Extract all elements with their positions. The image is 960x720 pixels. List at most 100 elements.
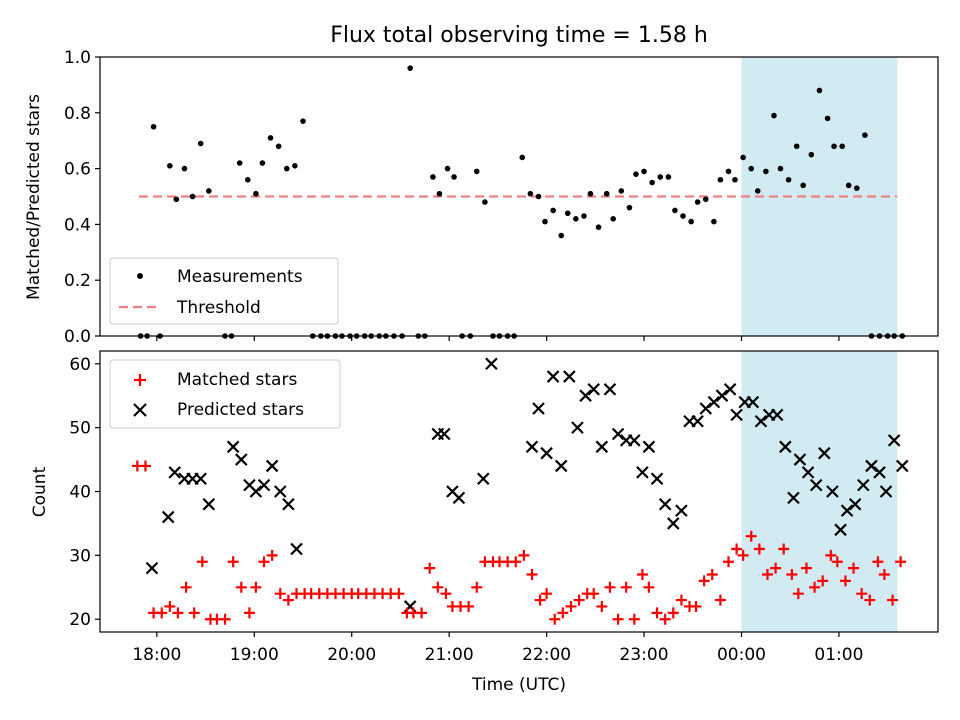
matched-star-point bbox=[258, 556, 270, 568]
top-x-ticks bbox=[156, 336, 840, 341]
y-tick-label: 0.4 bbox=[64, 215, 91, 235]
predicted-star-point bbox=[554, 459, 568, 473]
predicted-star-point bbox=[282, 497, 295, 511]
measurement-point bbox=[444, 165, 451, 172]
measurement-point bbox=[603, 190, 610, 197]
matched-star-point bbox=[549, 613, 561, 625]
predicted-star-point bbox=[770, 408, 784, 422]
measurement-point bbox=[150, 123, 157, 130]
measurement-point bbox=[167, 163, 173, 169]
measurement-point bbox=[181, 165, 188, 172]
measurement-point bbox=[550, 207, 556, 214]
matched-star-point bbox=[895, 556, 907, 568]
predicted-star-point bbox=[235, 453, 248, 466]
matched-star-point bbox=[424, 562, 436, 574]
predicted-star-point bbox=[161, 510, 175, 524]
measurement-point bbox=[189, 193, 196, 200]
matched-star-point bbox=[698, 575, 710, 587]
matched-star-point bbox=[690, 600, 702, 612]
matched-star-point bbox=[848, 562, 860, 574]
predicted-star-point bbox=[249, 485, 263, 498]
matched-star-point bbox=[745, 530, 757, 542]
measurement-point bbox=[581, 213, 587, 219]
predicted-star-point bbox=[603, 383, 617, 396]
legend-predicted-marker bbox=[133, 403, 147, 417]
bottom-legend-box bbox=[109, 359, 341, 429]
x-tick-label: 00:00 bbox=[717, 645, 766, 665]
matched-star-point bbox=[463, 600, 475, 612]
matched-star-point bbox=[706, 569, 718, 581]
measurement-point bbox=[292, 163, 298, 169]
predicted-star-point bbox=[840, 504, 854, 517]
matched-star-point bbox=[628, 613, 640, 625]
matched-star-point bbox=[643, 581, 655, 593]
x-tick-label: 01:00 bbox=[814, 645, 863, 665]
matched-star-point bbox=[778, 543, 790, 555]
star-count-points bbox=[131, 357, 909, 625]
matched-star-point bbox=[737, 549, 749, 561]
predicted-star-point bbox=[730, 408, 743, 422]
matched-star-point bbox=[518, 549, 530, 561]
matched-star-point bbox=[714, 594, 726, 606]
matched-star-point bbox=[856, 588, 868, 600]
matched-star-point bbox=[573, 594, 585, 606]
predicted-star-point bbox=[452, 491, 466, 505]
matched-star-point bbox=[266, 549, 278, 561]
measurement-point bbox=[259, 160, 266, 166]
measurement-point bbox=[573, 216, 579, 222]
y-tick-label: 40 bbox=[69, 483, 91, 503]
predicted-star-point bbox=[857, 478, 870, 492]
measurement-point bbox=[564, 210, 571, 217]
predicted-star-point bbox=[746, 395, 760, 409]
matched-star-point bbox=[872, 556, 884, 568]
predicted-star-point bbox=[879, 485, 893, 498]
predicted-star-point bbox=[145, 561, 159, 575]
x-tick-label: 18:00 bbox=[132, 645, 181, 665]
predicted-star-point bbox=[715, 389, 729, 402]
matched-star-point bbox=[659, 613, 671, 625]
matched-star-point bbox=[274, 588, 286, 600]
matched-star-point bbox=[164, 600, 176, 612]
predicted-star-point bbox=[579, 389, 592, 402]
measurement-point bbox=[236, 160, 243, 166]
predicted-star-point bbox=[675, 504, 688, 517]
bottom-y-ticks: 20 30 40 50 60 bbox=[69, 355, 100, 630]
predicted-star-point bbox=[636, 466, 649, 479]
matched-star-point bbox=[243, 607, 255, 619]
measurement-point bbox=[407, 65, 413, 71]
matched-star-point bbox=[180, 581, 192, 593]
predicted-star-point bbox=[563, 370, 576, 383]
matched-star-point bbox=[604, 581, 616, 593]
predicted-star-point bbox=[895, 459, 909, 473]
predicted-star-point bbox=[865, 459, 878, 473]
measurement-point bbox=[173, 196, 180, 203]
matched-star-point bbox=[878, 569, 890, 581]
matched-star-point bbox=[196, 556, 208, 568]
matched-star-point bbox=[887, 594, 899, 606]
predicted-star-point bbox=[650, 472, 664, 486]
matched-star-point bbox=[864, 594, 876, 606]
predicted-star-point bbox=[571, 421, 584, 434]
matched-star-point bbox=[219, 613, 231, 625]
matched-star-point bbox=[831, 556, 843, 568]
measurement-point bbox=[558, 232, 565, 239]
x-tick-label: 23:00 bbox=[620, 645, 669, 665]
top-y-label: Matched/Predicted stars bbox=[24, 94, 44, 300]
predicted-star-point bbox=[532, 402, 545, 415]
predicted-star-point bbox=[540, 446, 553, 460]
matched-star-point bbox=[526, 569, 538, 581]
predicted-star-point bbox=[691, 414, 704, 428]
x-tick-label: 22:00 bbox=[522, 645, 571, 665]
matched-star-point bbox=[393, 588, 405, 600]
measurement-point bbox=[542, 218, 548, 225]
measurement-point bbox=[777, 165, 784, 172]
measurement-point bbox=[839, 143, 845, 150]
predicted-star-point bbox=[290, 542, 303, 556]
predicted-star-point bbox=[611, 427, 625, 441]
predicted-star-point bbox=[873, 466, 886, 479]
matched-star-point bbox=[620, 581, 632, 593]
matched-star-point bbox=[565, 600, 577, 612]
measurement-point bbox=[430, 174, 436, 180]
measurement-point bbox=[800, 182, 807, 189]
